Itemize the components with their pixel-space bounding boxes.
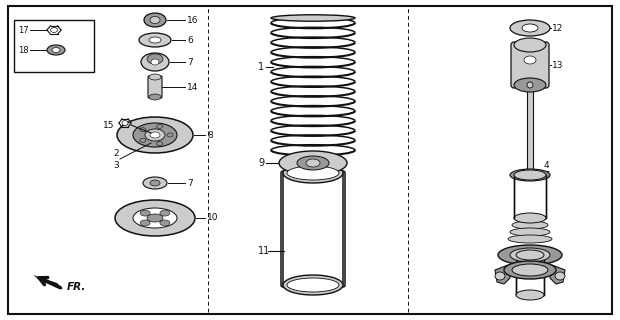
Ellipse shape xyxy=(144,13,166,27)
FancyBboxPatch shape xyxy=(148,76,162,98)
FancyBboxPatch shape xyxy=(281,171,345,287)
Ellipse shape xyxy=(149,94,161,100)
Ellipse shape xyxy=(149,74,161,80)
Text: 18: 18 xyxy=(18,45,29,54)
Text: 1: 1 xyxy=(258,62,264,72)
Ellipse shape xyxy=(157,141,162,146)
Ellipse shape xyxy=(141,53,169,71)
Ellipse shape xyxy=(512,221,548,229)
Ellipse shape xyxy=(514,38,546,52)
Text: 3: 3 xyxy=(113,161,119,170)
Ellipse shape xyxy=(287,278,339,292)
FancyBboxPatch shape xyxy=(528,84,533,175)
Ellipse shape xyxy=(150,17,160,23)
Ellipse shape xyxy=(287,166,339,180)
Polygon shape xyxy=(550,265,565,284)
Polygon shape xyxy=(33,275,63,289)
Ellipse shape xyxy=(52,47,60,52)
Ellipse shape xyxy=(140,128,146,132)
Text: 7: 7 xyxy=(187,179,193,188)
Ellipse shape xyxy=(115,200,195,236)
Text: 5: 5 xyxy=(544,171,550,180)
Ellipse shape xyxy=(133,123,177,147)
Ellipse shape xyxy=(516,290,544,300)
Ellipse shape xyxy=(140,220,150,226)
Ellipse shape xyxy=(160,220,170,226)
Ellipse shape xyxy=(510,248,550,262)
Ellipse shape xyxy=(498,245,562,265)
Bar xyxy=(514,175,546,218)
FancyBboxPatch shape xyxy=(511,42,549,88)
Text: 15: 15 xyxy=(103,121,115,130)
Ellipse shape xyxy=(279,151,347,175)
Ellipse shape xyxy=(151,59,159,65)
Ellipse shape xyxy=(512,264,548,276)
Ellipse shape xyxy=(139,33,171,47)
Ellipse shape xyxy=(147,54,163,64)
Ellipse shape xyxy=(514,214,546,222)
Text: 8: 8 xyxy=(207,131,213,140)
Text: 11: 11 xyxy=(258,246,270,256)
Ellipse shape xyxy=(504,261,556,279)
Ellipse shape xyxy=(555,272,565,280)
Text: 12: 12 xyxy=(552,23,564,33)
Ellipse shape xyxy=(47,45,65,55)
Ellipse shape xyxy=(514,213,546,223)
Ellipse shape xyxy=(150,132,160,138)
Text: 9: 9 xyxy=(258,158,264,168)
Ellipse shape xyxy=(527,82,533,88)
Ellipse shape xyxy=(50,28,58,33)
Text: 17: 17 xyxy=(18,26,29,35)
Ellipse shape xyxy=(143,177,167,189)
Ellipse shape xyxy=(297,156,329,170)
Ellipse shape xyxy=(122,121,128,125)
Text: 16: 16 xyxy=(187,15,198,25)
Ellipse shape xyxy=(167,133,173,137)
Ellipse shape xyxy=(514,170,546,180)
Text: 4: 4 xyxy=(544,161,549,170)
Ellipse shape xyxy=(514,78,546,92)
Ellipse shape xyxy=(133,208,177,228)
Text: 6: 6 xyxy=(187,36,193,44)
Ellipse shape xyxy=(524,56,536,64)
Ellipse shape xyxy=(149,37,161,43)
Text: 14: 14 xyxy=(187,83,198,92)
Ellipse shape xyxy=(510,169,550,181)
Ellipse shape xyxy=(283,275,343,295)
Bar xyxy=(14,20,94,72)
Ellipse shape xyxy=(508,235,552,243)
Text: 10: 10 xyxy=(207,213,218,222)
Ellipse shape xyxy=(522,24,538,32)
Ellipse shape xyxy=(140,210,150,216)
Text: FR.: FR. xyxy=(67,282,86,292)
Ellipse shape xyxy=(145,129,165,141)
Ellipse shape xyxy=(147,214,163,222)
Bar xyxy=(516,255,544,295)
Ellipse shape xyxy=(160,210,170,216)
Text: 7: 7 xyxy=(187,58,193,67)
Ellipse shape xyxy=(283,163,343,183)
Ellipse shape xyxy=(157,124,162,128)
Ellipse shape xyxy=(510,20,550,36)
Ellipse shape xyxy=(510,228,550,236)
Polygon shape xyxy=(495,265,510,284)
Ellipse shape xyxy=(140,138,146,142)
Ellipse shape xyxy=(271,15,355,21)
Ellipse shape xyxy=(150,180,160,186)
Text: 2: 2 xyxy=(113,148,118,157)
Ellipse shape xyxy=(516,250,544,260)
Ellipse shape xyxy=(306,159,320,167)
Ellipse shape xyxy=(495,272,505,280)
Text: 13: 13 xyxy=(552,60,564,69)
Ellipse shape xyxy=(117,117,193,153)
